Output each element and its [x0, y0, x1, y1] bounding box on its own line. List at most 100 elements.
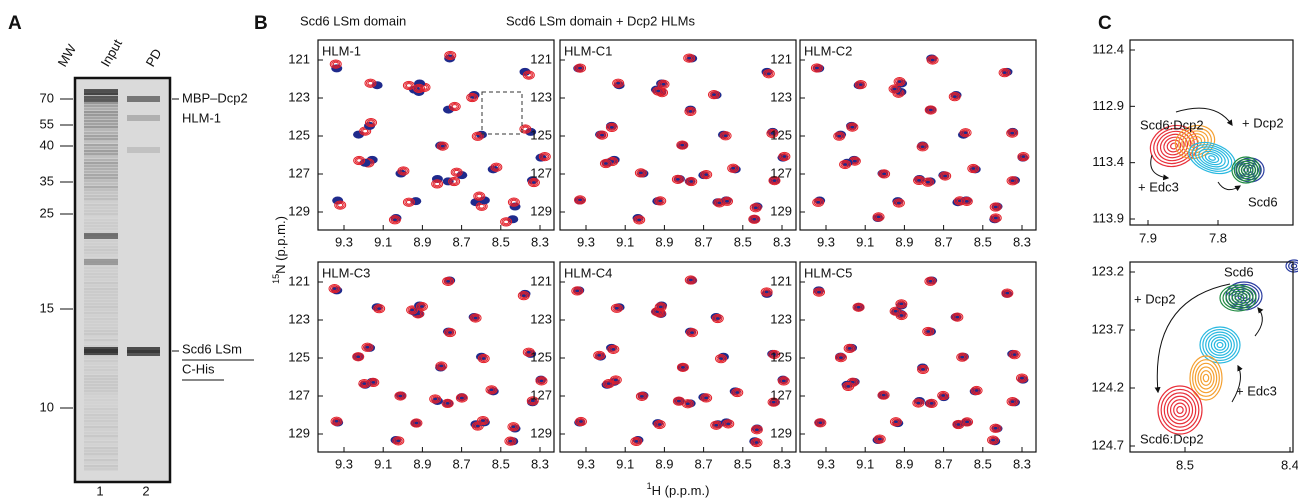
peak-bound	[898, 313, 905, 318]
contour	[1173, 402, 1187, 418]
peak-bound	[574, 195, 587, 205]
peak-bound	[1017, 152, 1030, 162]
peak-bound	[894, 199, 904, 207]
contour	[1228, 290, 1248, 306]
peak-bound	[491, 163, 501, 171]
band	[84, 339, 118, 342]
peak-bound	[833, 131, 846, 141]
peak-bound	[1010, 351, 1020, 359]
peak-bound	[430, 395, 440, 403]
peak-bound	[332, 61, 339, 67]
y-tick-label: 129	[288, 203, 310, 218]
band	[84, 117, 118, 120]
peak-bound	[767, 397, 780, 407]
peak-bound	[992, 204, 999, 210]
peak-bound	[364, 78, 377, 88]
band	[84, 279, 118, 282]
peak-bound	[770, 399, 777, 405]
band	[84, 399, 118, 402]
peak-bound	[927, 399, 937, 407]
peak-bound	[700, 169, 713, 180]
contour	[1231, 293, 1245, 303]
mw-label: 10	[40, 399, 54, 414]
peak-bound	[687, 329, 697, 337]
contour	[1234, 295, 1242, 301]
band	[84, 174, 118, 177]
peak-bound	[486, 386, 496, 394]
peak-bound	[764, 70, 774, 78]
peak-bound	[1006, 176, 1019, 186]
band	[84, 186, 118, 189]
peak-bound	[952, 313, 962, 321]
annotation: + Dcp2	[1134, 291, 1176, 306]
peak-bound	[406, 305, 419, 315]
band	[84, 387, 118, 390]
peak-bound	[721, 196, 734, 206]
band	[84, 249, 118, 252]
peak-bound	[762, 69, 775, 79]
band	[84, 259, 118, 265]
y-tick-label: 123	[288, 89, 310, 104]
contour	[1216, 341, 1224, 349]
peak-bound	[959, 128, 972, 138]
peak-bound	[519, 124, 532, 134]
peak-bound	[988, 436, 998, 444]
peak-bound	[657, 304, 664, 310]
peak-bound	[473, 191, 486, 201]
contour	[1233, 158, 1259, 182]
peak-bound	[854, 303, 864, 311]
peak-bound	[393, 437, 403, 445]
peak-bound	[612, 377, 619, 383]
peak-bound	[851, 158, 858, 164]
peak-bound	[686, 178, 696, 186]
y-tick-label: 113.9	[1092, 210, 1124, 225]
peak-bound	[361, 342, 374, 352]
peak-bound	[898, 301, 905, 307]
peak-bound	[888, 84, 901, 94]
band	[84, 411, 118, 414]
peak-bound	[409, 307, 416, 313]
peak-bound	[875, 435, 885, 443]
contour	[1201, 150, 1223, 166]
peak-bound	[602, 161, 609, 166]
peak-bound	[453, 169, 460, 175]
peak-bound	[962, 197, 972, 205]
peak-bound	[610, 303, 623, 313]
peak-bound	[992, 215, 999, 221]
band	[84, 381, 118, 384]
band	[84, 201, 118, 204]
peak-bound	[677, 141, 687, 149]
plot-frame	[317, 39, 555, 231]
peak-bound	[912, 398, 925, 408]
band	[84, 246, 118, 249]
peak-bound	[474, 192, 484, 200]
peak-bound	[412, 83, 425, 94]
band	[84, 231, 118, 234]
peak-bound	[753, 440, 760, 445]
peak-bound	[927, 107, 934, 113]
peak-bound	[987, 435, 1000, 445]
contour	[1285, 259, 1298, 273]
x-tick-label: 8.5	[974, 456, 992, 471]
peak-bound	[331, 60, 341, 68]
peak-bound	[769, 398, 779, 406]
peak-bound	[916, 142, 929, 152]
band	[84, 219, 118, 222]
x-tick-label: 8.9	[655, 234, 673, 249]
axis-text: N (p.p.m.)	[273, 216, 288, 274]
band	[84, 222, 118, 225]
peak-bound	[370, 380, 377, 385]
peak-bound	[510, 424, 517, 430]
peak-bound	[364, 117, 377, 128]
peak-bound	[676, 362, 689, 372]
band	[84, 233, 118, 239]
peak-bound	[447, 330, 454, 335]
peak-bound	[685, 176, 698, 187]
peak-bound	[429, 394, 442, 404]
peak-bound	[504, 436, 517, 446]
contour	[1191, 144, 1233, 172]
spectrum-label: HLM-C2	[804, 43, 852, 58]
peak-bound	[842, 162, 849, 167]
peak-bound	[1008, 350, 1021, 360]
peak-bound	[991, 203, 1001, 211]
